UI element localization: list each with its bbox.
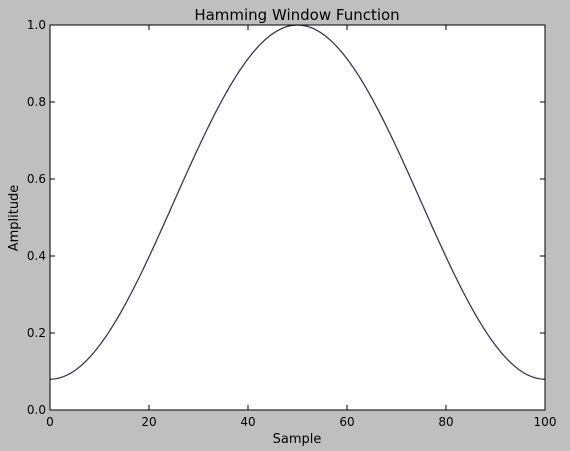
x-tick-label: 40 <box>240 415 255 429</box>
y-tick-label: 0.0 <box>27 403 46 417</box>
y-tick-label: 0.8 <box>27 95 46 109</box>
x-tick-label: 60 <box>339 415 354 429</box>
x-tick-label: 80 <box>438 415 453 429</box>
chart-title: Hamming Window Function <box>194 6 399 24</box>
x-axis-title: Sample <box>273 432 322 447</box>
x-tick-label: 20 <box>141 415 156 429</box>
axes-frame <box>49 24 546 411</box>
plot-area <box>50 25 545 410</box>
y-tick-label: 0.4 <box>27 249 46 263</box>
y-tick-label: 1.0 <box>27 18 46 32</box>
y-axis-title: Amplitude <box>7 185 22 252</box>
y-tick-label: 0.6 <box>27 172 46 186</box>
x-tick-label: 0 <box>46 415 54 429</box>
x-tick-label: 100 <box>534 415 557 429</box>
y-tick-label: 0.2 <box>27 326 46 340</box>
